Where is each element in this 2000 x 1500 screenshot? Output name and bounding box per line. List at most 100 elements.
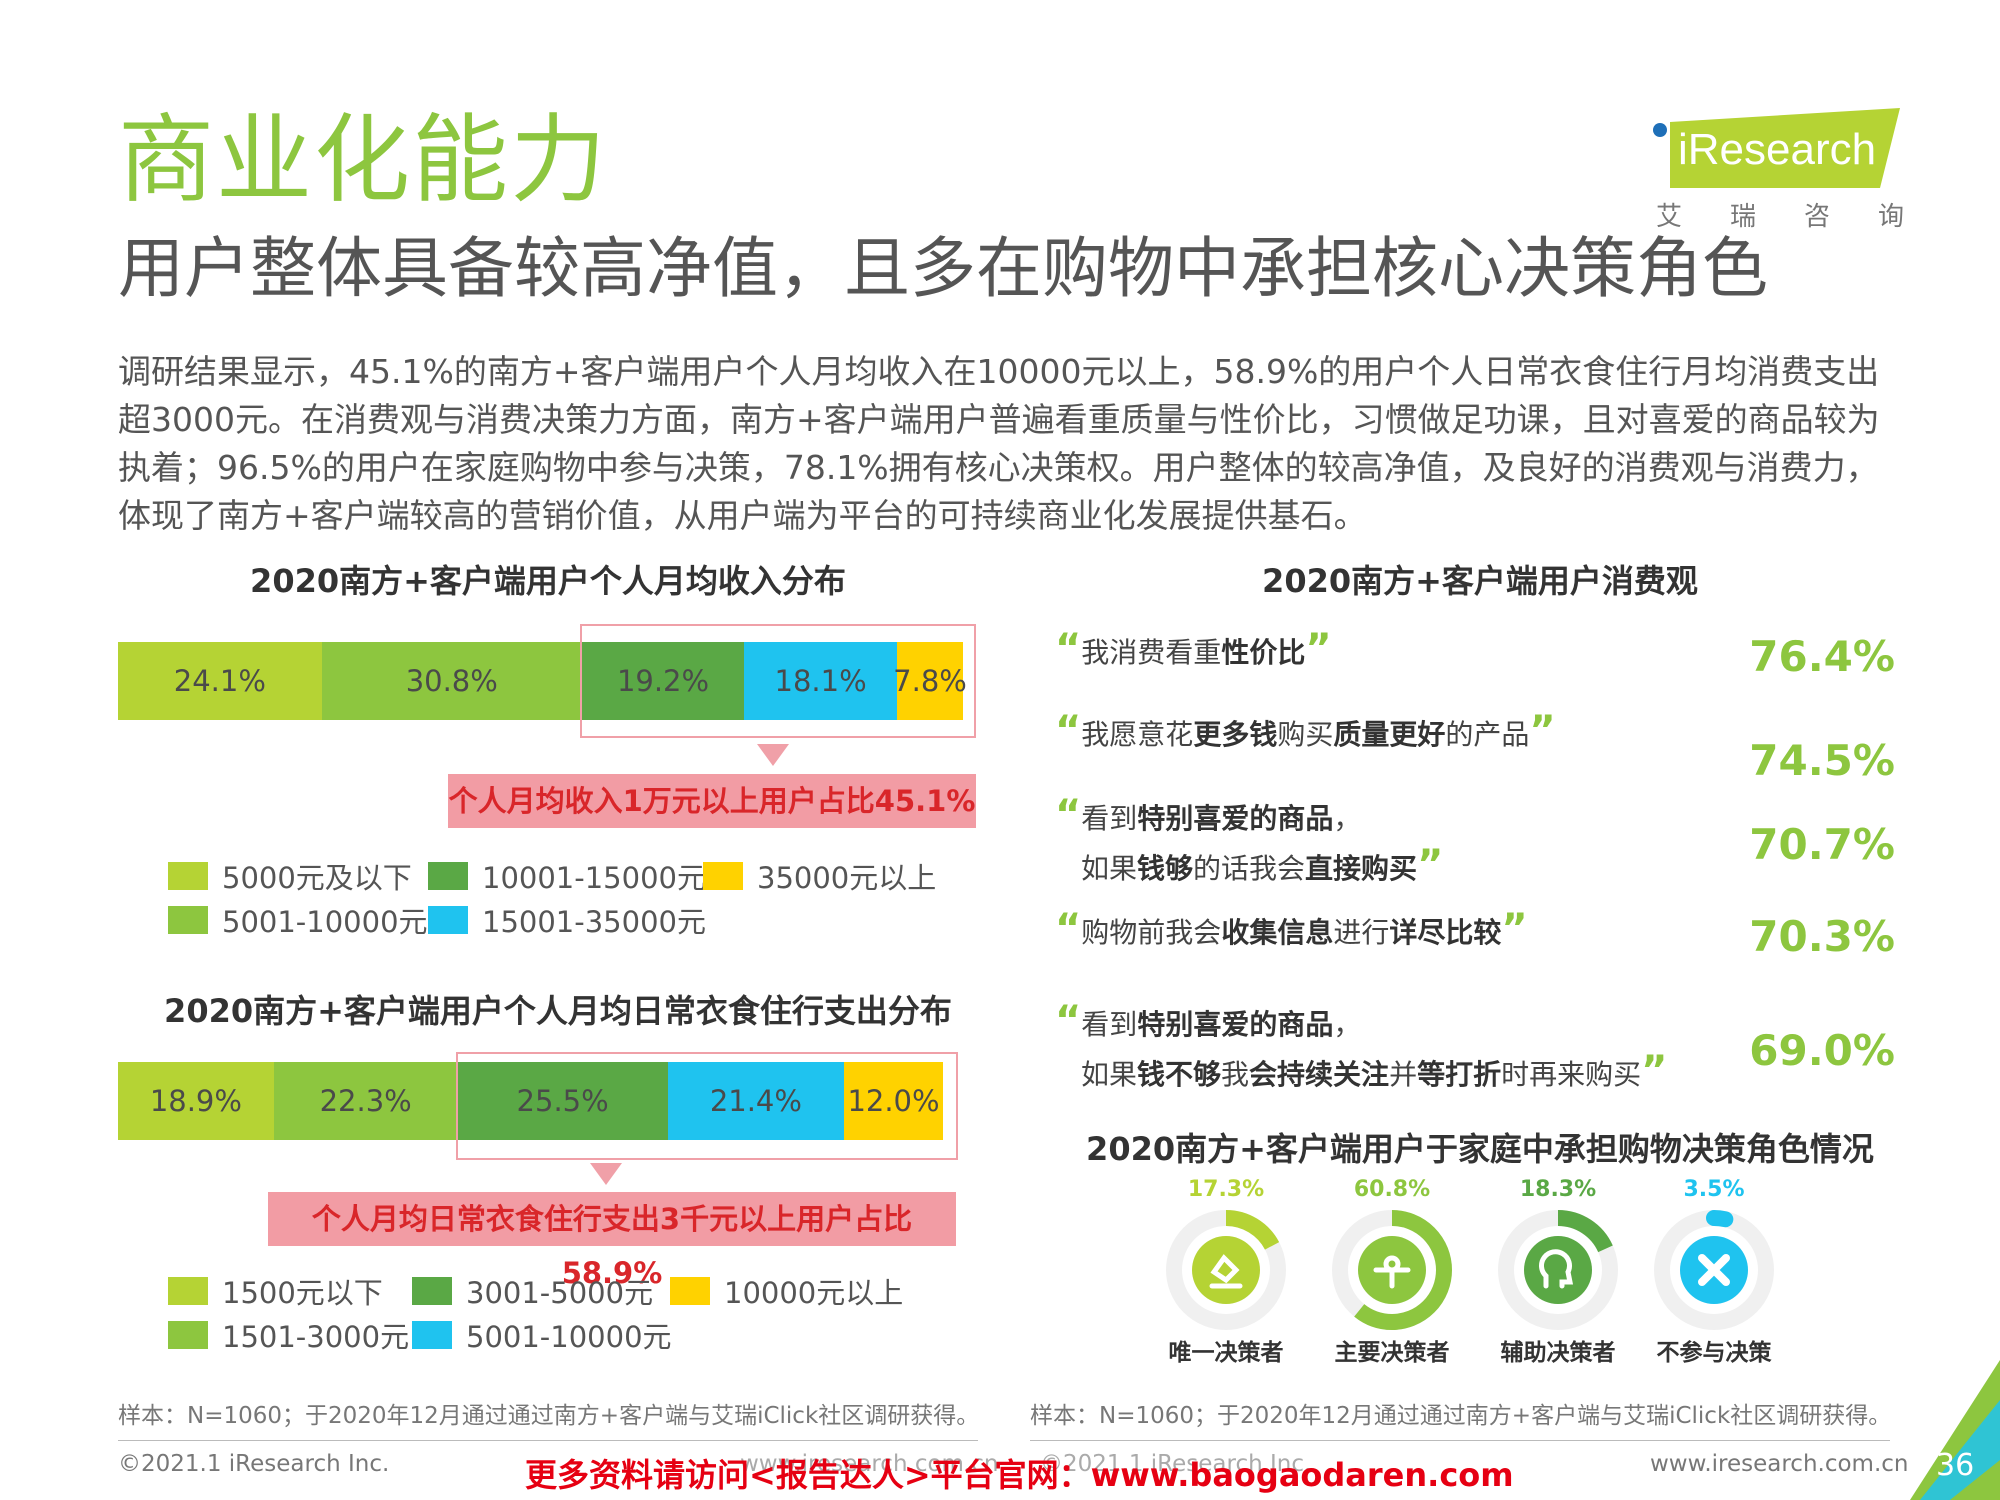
legend-swatch — [168, 906, 208, 934]
quote-emphasis: 等打折 — [1417, 1058, 1502, 1091]
open-quote-mark: “ — [1055, 708, 1082, 754]
quote-text: “看到特别喜爱的商品， 如果钱不够我会持续关注并等打折时再来购买” — [1055, 998, 1895, 1098]
legend-swatch — [703, 862, 743, 890]
legend-item: 3001-5000元 — [412, 1270, 653, 1312]
footer-mid-copyright: ©2021.1 iResearch Inc. — [1040, 1451, 1312, 1477]
bar-segment: 18.9% — [118, 1062, 274, 1140]
legend-label: 5001-10000元 — [466, 1320, 672, 1354]
quote-emphasis: 特别喜爱的商品 — [1137, 1008, 1334, 1041]
legend-label: 3001-5000元 — [466, 1276, 654, 1310]
donut-label: 主要决策者 — [1335, 1339, 1450, 1366]
page-subtitle: 用户整体具备较高净值，且多在购物中承担核心决策角色 — [118, 230, 1768, 307]
legend-label: 10000元以上 — [724, 1276, 904, 1310]
bar-segment: 7.8% — [893, 642, 967, 720]
open-quote-mark: “ — [1055, 792, 1082, 838]
quote-fragment: ， — [1333, 802, 1362, 835]
legend-item: 10001-15000元 — [428, 855, 706, 897]
legend-swatch — [168, 1321, 208, 1349]
quote-emphasis: 钱够 — [1137, 852, 1194, 885]
quote-fragment: 我消费看重 — [1081, 636, 1222, 669]
legend-item: 1501-3000元 — [168, 1314, 409, 1356]
legend-item: 15001-35000元 — [428, 899, 706, 941]
bar-segment: 19.2% — [581, 642, 745, 720]
bar-segment: 30.8% — [321, 642, 582, 720]
promo-banner[interactable]: 更多资料请访问<报告达人>平台官网：www.baogaodaren.com — [525, 1456, 1514, 1494]
iresearch-logo: iResearch — [1650, 108, 1900, 188]
quote-fragment: 如果 — [1081, 852, 1138, 885]
donut-value: 60.8% — [1354, 1177, 1430, 1202]
bar-segment: 24.1% — [118, 642, 322, 720]
legend-item: 5001-10000元 — [412, 1314, 672, 1356]
donut-arc — [1166, 1210, 1286, 1330]
donut-arc — [1654, 1210, 1774, 1330]
income-chart-title: 2020南方+客户端用户个人月均收入分布 — [250, 562, 846, 600]
source-note-right: 样本：N=1060；于2020年12月通过通过南方+客户端与艾瑞iClick社区… — [1030, 1403, 1892, 1429]
quote-fragment: 的话我会 — [1193, 852, 1306, 885]
spending-legend: 1500元以下 3001-5000元 10000元以上 1501-3000元 5… — [168, 1270, 988, 1354]
legend-item: 1500元以下 — [168, 1270, 383, 1312]
close-quote-mark: ” — [1417, 842, 1444, 888]
consumption-view-title: 2020南方+客户端用户消费观 — [1262, 562, 1698, 600]
decision-role-title: 2020南方+客户端用户于家庭中承担购物决策角色情况 — [1086, 1130, 1874, 1168]
legend-label: 10001-15000元 — [482, 861, 706, 895]
close-quote-mark: ” — [1529, 708, 1556, 754]
footer-website[interactable]: www.iresearch.com.cn — [1650, 1451, 1909, 1477]
page-number: 36 — [1936, 1448, 1975, 1483]
legend-item: 35000元以上 — [703, 855, 936, 897]
svg-text:iResearch: iResearch — [1678, 125, 1876, 174]
income-legend: 5000元及以下 10001-15000元 35000元以上 5001-1000… — [168, 855, 988, 939]
quote-text: “我愿意花更多钱购买质量更好的产品” — [1055, 708, 1895, 758]
donut-label: 辅助决策者 — [1501, 1339, 1616, 1366]
source-note-left: 样本：N=1060；于2020年12月通过通过南方+客户端与艾瑞iClick社区… — [118, 1403, 980, 1429]
bar-segment: 12.0% — [844, 1062, 943, 1140]
close-quote-mark: ” — [1501, 906, 1528, 952]
donut-icon-glyph — [1698, 1254, 1730, 1286]
legend-swatch — [168, 1277, 208, 1305]
corner-decoration — [1910, 1360, 2000, 1500]
quote-emphasis: 收集信息 — [1221, 916, 1334, 949]
consumption-view-value: 70.7% — [1749, 820, 1895, 869]
consumption-view-value: 76.4% — [1749, 632, 1895, 681]
quote-emphasis: 质量更好 — [1333, 718, 1446, 751]
legend-label: 15001-35000元 — [482, 905, 706, 939]
bar-segment: 25.5% — [457, 1062, 668, 1140]
legend-swatch — [670, 1277, 710, 1305]
quote-text: “我消费看重性价比” — [1055, 626, 1895, 676]
quote-emphasis: 更多钱 — [1193, 718, 1278, 751]
quote-emphasis: 钱不够 — [1137, 1058, 1222, 1091]
page-title: 商业化能力 — [118, 104, 608, 216]
footer-mid-url: www.iresearch.com.cn — [740, 1451, 999, 1477]
spending-stacked-bar: 18.9% 22.3% 25.5% 21.4% 12.0% — [118, 1062, 943, 1140]
quote-fragment: ， — [1333, 1008, 1362, 1041]
donut-label: 不参与决策 — [1657, 1339, 1773, 1366]
donut-icon-glyph — [1373, 1255, 1411, 1289]
quote-fragment: 我愿意花 — [1081, 718, 1194, 751]
hammer-icon — [1192, 1236, 1260, 1304]
consumption-view-value: 74.5% — [1749, 736, 1895, 785]
quote-fragment: 如果 — [1081, 1058, 1138, 1091]
logo-chinese-name: 艾瑞咨询 — [1656, 202, 1953, 232]
quote-fragment: 购物前我会 — [1081, 916, 1222, 949]
footer-divider-left — [118, 1440, 978, 1441]
donut-arc — [1498, 1210, 1618, 1330]
quote-fragment: 购买 — [1277, 718, 1334, 751]
legend-item: 5000元及以下 — [168, 855, 412, 897]
consumption-view-row: “购物前我会收集信息进行详尽比较” 70.3% — [1055, 906, 1895, 961]
quote-text: “看到特别喜爱的商品， 如果钱够的话我会直接购买” — [1055, 792, 1895, 892]
open-quote-mark: “ — [1055, 998, 1082, 1044]
quote-fragment: 时再来购买 — [1501, 1058, 1642, 1091]
quote-emphasis: 直接购买 — [1305, 852, 1418, 885]
consumption-view-row: “我消费看重性价比” 76.4% — [1055, 626, 1895, 681]
open-quote-mark: “ — [1055, 626, 1082, 672]
spending-callout: 个人月均日常衣食住行支出3千元以上用户占比58.9% — [268, 1192, 956, 1290]
legend-swatch — [412, 1321, 452, 1349]
donut-icon-glyph — [1539, 1249, 1574, 1289]
consumption-view-row: “看到特别喜爱的商品， 如果钱够的话我会直接购买” 70.7% — [1055, 792, 1895, 892]
footer-divider-right — [1030, 1440, 1890, 1441]
footer-copyright: ©2021.1 iResearch Inc. — [118, 1451, 390, 1477]
consumption-view-value: 70.3% — [1749, 912, 1895, 961]
legend-label: 35000元以上 — [757, 861, 937, 895]
decision-role-donuts: 17.3% 唯一决策者 60.8% 主要决策者 18.3% 辅助决策者 3.5% 不参与决策 — [1166, 1177, 1774, 1366]
quote-text: “购物前我会收集信息进行详尽比较” — [1055, 906, 1895, 956]
legend-label: 5001-10000元 — [222, 905, 428, 939]
